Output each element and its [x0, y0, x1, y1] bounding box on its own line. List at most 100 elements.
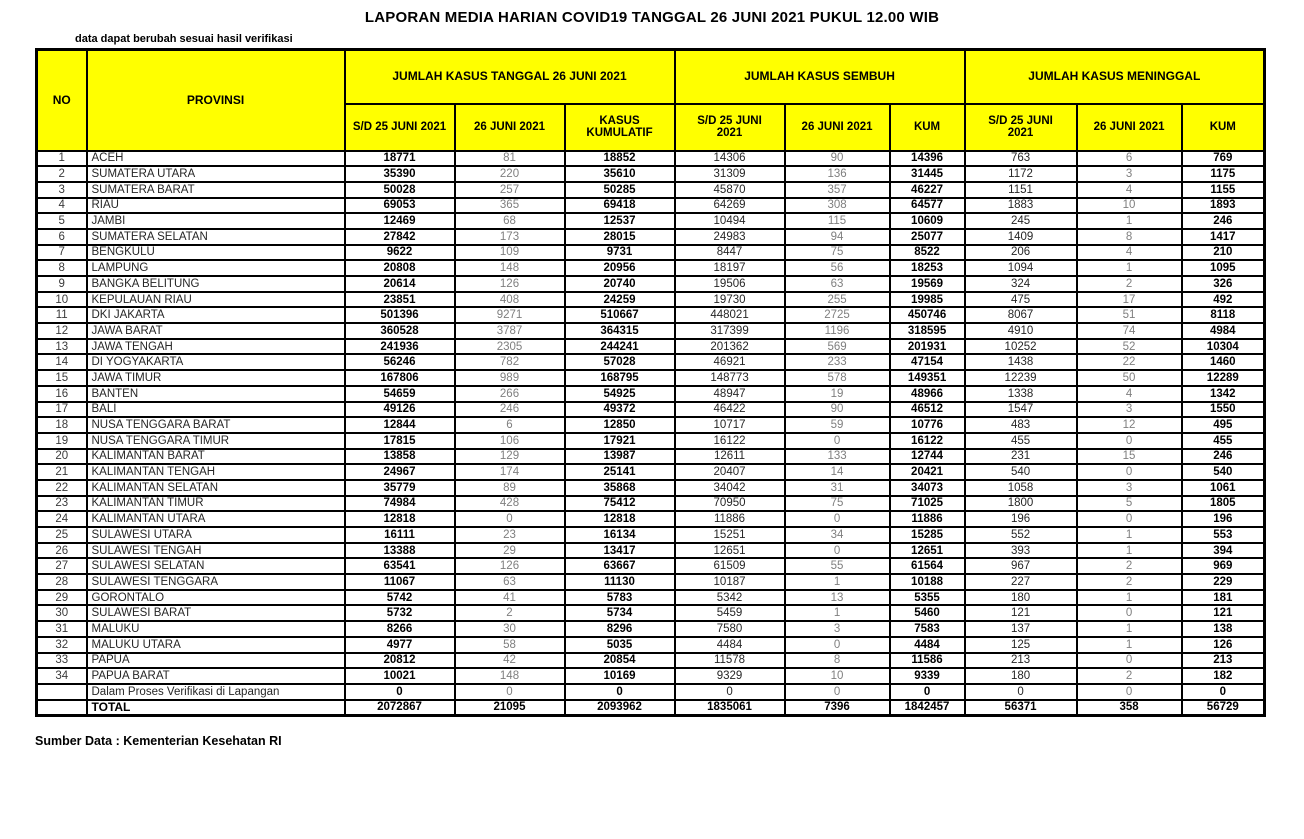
table-row: 33 PAPUA 20812 42 20854 11578 8 11586 213 0 213 — [35, 651, 1266, 670]
cell-value: 28015 — [563, 227, 676, 246]
cell-no: 30 — [35, 604, 88, 623]
cell-value: 2 — [1075, 275, 1183, 293]
cell-value: 13858 — [343, 447, 456, 466]
table-row: 6 SUMATERA SELATAN 27842 173 28015 24983 94 250… — [35, 227, 1266, 246]
cell-value: 428 — [453, 494, 566, 513]
cell-value: 0 — [1180, 682, 1266, 701]
header-sembuh-sd25: S/D 25 JUNI 2021 — [673, 102, 786, 152]
cell-value: 10304 — [1180, 337, 1266, 356]
cell-value: 0 — [453, 510, 566, 528]
header-group-sembuh: JUMLAH KASUS SEMBUH — [673, 48, 966, 105]
cell-value: 213 — [1180, 651, 1266, 670]
cell-value: 317399 — [673, 322, 786, 340]
table-row: 29 GORONTALO 5742 41 5783 5342 13 5355 180 1 181 — [35, 588, 1266, 607]
cell-value: 18197 — [673, 259, 786, 277]
cell-value: 246 — [453, 400, 566, 419]
cell-value: 22 — [1075, 353, 1183, 372]
table-row: 34 PAPUA BARAT 10021 148 10169 9329 10 9339 180 2… — [35, 667, 1266, 685]
cell-value: 31309 — [673, 165, 786, 183]
cell-value: 10494 — [673, 212, 786, 230]
cell-value: 106 — [453, 431, 566, 450]
cell-value: 989 — [453, 369, 566, 387]
cell-value: 1893 — [1180, 196, 1266, 215]
cell-value: 213 — [963, 651, 1078, 670]
cell-no: 18 — [35, 416, 88, 434]
cell-value: 54659 — [343, 384, 456, 403]
cell-value: 47154 — [888, 353, 966, 372]
cell-value: 109 — [453, 243, 566, 262]
cell-value: 227 — [963, 573, 1078, 591]
cell-value: 501396 — [343, 306, 456, 325]
cell-value: 56246 — [343, 353, 456, 372]
cell-value: 1550 — [1180, 400, 1266, 419]
cell-value: 408 — [453, 290, 566, 309]
cell-value: 2 — [1075, 557, 1183, 576]
cell-value: 54925 — [563, 384, 676, 403]
cell-value: 4 — [1075, 243, 1183, 262]
cell-provinsi: Dalam Proses Verifikasi di Lapangan — [85, 682, 346, 701]
cell-value: 10 — [783, 667, 891, 685]
cell-provinsi: MALUKU — [85, 620, 346, 638]
cell-value: 64269 — [673, 196, 786, 215]
cell-value: 196 — [963, 510, 1078, 528]
cell-no: 16 — [35, 384, 88, 403]
cell-value: 18253 — [888, 259, 966, 277]
cell-provinsi: BENGKULU — [85, 243, 346, 262]
cell-value: 475 — [963, 290, 1078, 309]
cell-no: 2 — [35, 165, 88, 183]
cell-value: 0 — [343, 682, 456, 701]
cell-value: 10188 — [888, 573, 966, 591]
cell-value: 196 — [1180, 510, 1266, 528]
cell-value: 0 — [1075, 431, 1183, 450]
cell-value: 56729 — [1180, 698, 1266, 717]
cell-value: 50028 — [343, 180, 456, 199]
cell-value: 18771 — [343, 149, 456, 168]
cell-value: 16122 — [888, 431, 966, 450]
cell-value: 495 — [1180, 416, 1266, 434]
cell-value: 365 — [453, 196, 566, 215]
cell-provinsi: MALUKU UTARA — [85, 635, 346, 654]
cell-value: 23 — [453, 526, 566, 544]
cell-provinsi: LAMPUNG — [85, 259, 346, 277]
header-kasus-26: 26 JUNI 2021 — [453, 102, 566, 152]
table-row: 12 JAWA BARAT 360528 3787 364315 317399 1196 31… — [35, 322, 1266, 340]
cell-value: 25141 — [563, 463, 676, 481]
cell-value: 49126 — [343, 400, 456, 419]
cell-value: 75412 — [563, 494, 676, 513]
cell-value: 7396 — [783, 698, 891, 717]
cell-value: 64577 — [888, 196, 966, 215]
cell-value: 69053 — [343, 196, 456, 215]
cell-value: 12818 — [343, 510, 456, 528]
cell-value: 14396 — [888, 149, 966, 168]
table-row: 20 KALIMANTAN BARAT 13858 129 13987 12611 133 1… — [35, 447, 1266, 466]
cell-provinsi: SULAWESI SELATAN — [85, 557, 346, 576]
cell-value: 69418 — [563, 196, 676, 215]
cell-value: 50 — [1075, 369, 1183, 387]
cell-no: 29 — [35, 588, 88, 607]
cell-value: 126 — [453, 557, 566, 576]
cell-value: 246 — [1180, 212, 1266, 230]
cell-value: 5035 — [563, 635, 676, 654]
cell-value: 1835061 — [673, 698, 786, 717]
table-body: 1 ACEH 18771 81 18852 14306 90 14396 763 6 769 2 SUM… — [35, 149, 1266, 717]
cell-value: 0 — [783, 682, 891, 701]
cell-value: 394 — [1180, 541, 1266, 560]
cell-value: 1 — [1075, 259, 1183, 277]
cell-value: 2725 — [783, 306, 891, 325]
cell-provinsi: BALI — [85, 400, 346, 419]
cell-value: 75 — [783, 243, 891, 262]
cell-value: 13987 — [563, 447, 676, 466]
cell-value: 15285 — [888, 526, 966, 544]
cell-value: 1805 — [1180, 494, 1266, 513]
cell-value: 129 — [453, 447, 566, 466]
cell-value: 148 — [453, 667, 566, 685]
table-row: 3 SUMATERA BARAT 50028 257 50285 45870 357 4622… — [35, 180, 1266, 199]
cell-value: 553 — [1180, 526, 1266, 544]
cell-value: 1095 — [1180, 259, 1266, 277]
cell-value: 5734 — [563, 604, 676, 623]
verification-note: data dapat berubah sesuai hasil verifika… — [75, 33, 293, 45]
cell-value: 81 — [453, 149, 566, 168]
cell-value: 11578 — [673, 651, 786, 670]
cell-value: 229 — [1180, 573, 1266, 591]
